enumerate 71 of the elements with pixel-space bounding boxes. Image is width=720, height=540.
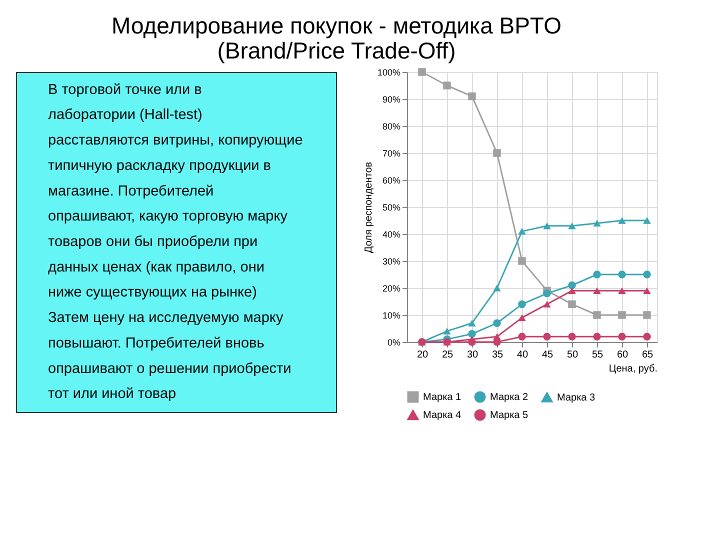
point — [493, 149, 501, 157]
y-tick-label: 30% — [382, 256, 400, 266]
legend-label: Марка 2 — [490, 392, 528, 403]
y-tick-label: 0% — [387, 338, 400, 348]
point — [468, 330, 476, 338]
y-tick-label: 90% — [382, 94, 400, 104]
point — [643, 217, 651, 224]
y-tick-label: 20% — [382, 284, 400, 294]
x-tick-label: 40 — [516, 350, 528, 360]
point — [568, 300, 576, 308]
point — [568, 287, 576, 294]
x-tick-label: 45 — [542, 350, 554, 360]
x-tick-label: 65 — [642, 350, 654, 360]
legend-label: Марка 1 — [423, 392, 462, 403]
point — [593, 332, 601, 340]
point — [593, 311, 601, 319]
point — [618, 332, 626, 340]
x-tick-label: 25 — [442, 350, 454, 360]
x-axis-title: Цена, руб. — [608, 364, 658, 374]
y-tick-label: 80% — [382, 122, 400, 132]
point — [468, 92, 476, 100]
legend-label: Марка 4 — [423, 410, 462, 421]
text: Затем цену на исследуемую марку повышают. Потребителей вновь опрашивают о решении приобрести тот или иной товар — [48, 310, 292, 402]
point — [643, 287, 651, 294]
point — [643, 270, 651, 278]
point — [643, 311, 651, 319]
y-tick-label: 40% — [382, 230, 400, 240]
point — [618, 217, 626, 224]
point — [468, 320, 476, 326]
point — [618, 270, 626, 278]
point — [568, 222, 576, 230]
text: В торговой точке или в лаборатории (Hall-test) расставляются витрины, копирующие типичную раскладку продукции в магазине. Потребителей опрашивают, какую торговую марку товаров они бы приобрели при данных ценах (как правило, они ниже существующих на рынке) — [48, 82, 303, 301]
point — [443, 328, 451, 335]
point — [493, 319, 501, 327]
point — [593, 220, 601, 227]
point — [643, 332, 651, 340]
point — [618, 287, 626, 294]
point — [443, 82, 451, 90]
x-tick-label: 35 — [492, 350, 504, 360]
y-tick-label: 10% — [382, 310, 400, 320]
x-tick-label: 55 — [592, 350, 604, 360]
point — [543, 300, 551, 308]
point — [518, 332, 526, 340]
point — [518, 228, 526, 235]
point — [568, 281, 576, 290]
point — [593, 287, 601, 294]
y-axis-title: Доля респондентов — [363, 162, 374, 254]
point — [568, 332, 576, 340]
y-tick-label: 60% — [382, 176, 400, 186]
text: Моделирование покупок - методика BPTO — [112, 12, 562, 38]
point — [493, 284, 501, 292]
point — [618, 311, 626, 319]
point — [543, 290, 551, 298]
y-tick-label: 100% — [377, 68, 400, 78]
text: (Brand/Price Trade-Off) — [217, 38, 456, 64]
point — [518, 257, 526, 265]
legend-label: Марка 3 — [557, 392, 596, 404]
point — [468, 338, 476, 346]
point — [543, 332, 551, 340]
x-tick-label: 50 — [566, 350, 578, 360]
point — [593, 270, 601, 278]
point — [518, 314, 526, 322]
point — [518, 300, 526, 308]
y-tick-label: 70% — [382, 148, 400, 158]
point — [543, 222, 551, 230]
x-tick-label: 60 — [616, 350, 628, 360]
x-tick-label: 20 — [416, 350, 428, 360]
legend-label: Марка 5 — [490, 410, 528, 421]
point — [418, 68, 426, 76]
x-tick-label: 30 — [466, 350, 478, 360]
y-tick-label: 50% — [382, 202, 400, 212]
